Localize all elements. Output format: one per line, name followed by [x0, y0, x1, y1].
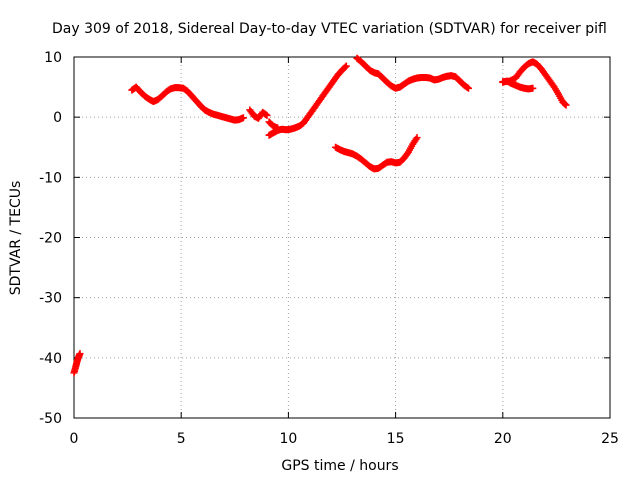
y-tick-label: -50: [39, 411, 62, 427]
x-tick-label: 15: [387, 431, 405, 447]
data-point: [274, 124, 282, 132]
data-point: [76, 350, 84, 358]
data-point: [464, 84, 472, 92]
x-tick-label: 0: [70, 431, 79, 447]
y-tick-label: -20: [39, 231, 62, 247]
x-tick-label: 5: [177, 431, 186, 447]
data-point: [263, 111, 271, 119]
x-tick-label: 20: [494, 431, 512, 447]
y-tick-label: 0: [53, 110, 62, 126]
data-point: [562, 101, 570, 109]
grid: [74, 57, 610, 418]
x-axis-title: GPS time / hours: [281, 458, 398, 474]
x-tick-label: 25: [601, 431, 619, 447]
axis-ticks: 0 5 10 15 20 25 -50 -40 -30 -20 -10 0 10: [39, 50, 619, 447]
data-points: [70, 54, 570, 377]
data-point: [413, 134, 421, 142]
y-axis-title: SDTVAR / TECUs: [8, 181, 24, 296]
data-point: [529, 84, 537, 92]
x-tick-label: 10: [279, 431, 297, 447]
y-tick-label: 10: [44, 50, 62, 66]
data-point: [341, 63, 349, 71]
data-point: [342, 62, 350, 70]
chart-title: Day 309 of 2018, Sidereal Day-to-day VTE…: [52, 21, 607, 37]
y-tick-label: -30: [39, 291, 62, 307]
y-tick-label: -40: [39, 351, 62, 367]
data-point: [239, 114, 247, 122]
y-tick-label: -10: [39, 170, 62, 186]
